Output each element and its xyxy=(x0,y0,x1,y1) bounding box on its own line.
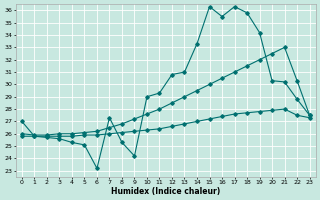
X-axis label: Humidex (Indice chaleur): Humidex (Indice chaleur) xyxy=(111,187,220,196)
